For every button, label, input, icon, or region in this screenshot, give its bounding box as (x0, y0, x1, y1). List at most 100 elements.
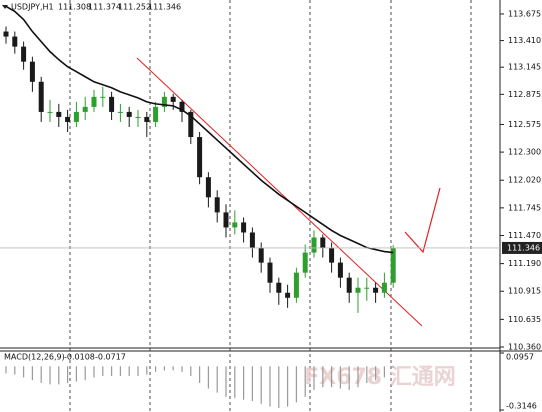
macd-bar (23, 366, 25, 378)
macd-bar (243, 366, 245, 400)
candle-body (232, 222, 238, 228)
macd-bar (84, 366, 86, 381)
candle-body (390, 247, 396, 283)
macd-bar (357, 366, 359, 388)
candle-body (302, 252, 308, 273)
macd-bar (128, 366, 130, 377)
symbol: USDJPY,H1 (11, 3, 54, 12)
y-tick-label: 110.635 (508, 315, 541, 324)
macd-bar (199, 366, 201, 383)
candle-body (381, 282, 387, 293)
macd-bar (216, 366, 218, 393)
macd-bar (392, 366, 394, 368)
candle-body (100, 96, 106, 98)
candle-body (285, 292, 291, 298)
macd-bar (251, 366, 253, 402)
watermark: FX678 汇通网 (304, 365, 456, 390)
candle-body (223, 212, 229, 228)
candle-body (161, 96, 167, 107)
macd-bar (119, 366, 121, 377)
macd-main: -0.0108 (64, 353, 95, 362)
y-tick-label: 111.745 (508, 203, 541, 212)
candle-body (29, 61, 35, 82)
y-tick-label: 112.875 (508, 90, 541, 99)
macd-bar (260, 366, 262, 404)
y-tick-label: 111.190 (508, 259, 541, 268)
candle-body (311, 237, 317, 253)
y-tick-label: 112.300 (508, 148, 541, 157)
macd-bar (146, 366, 148, 375)
macd-bar (304, 366, 306, 397)
y-tick-label: 111.470 (508, 231, 541, 240)
candle-body (38, 81, 44, 112)
macd-signal: -0.0717 (95, 353, 126, 362)
candle-body (364, 287, 370, 289)
macd-bar (93, 366, 95, 378)
macd-bar (383, 366, 385, 378)
macd-bar (172, 366, 174, 371)
quote-value: 111.374 (88, 3, 121, 12)
candle-body (144, 116, 150, 122)
candle-body (91, 96, 97, 107)
macd-bar (31, 366, 33, 381)
candle-body (12, 36, 18, 47)
macd-bar (269, 366, 271, 407)
candle-body (65, 116, 71, 122)
macd-bar (155, 366, 157, 372)
y-tick-label: 113.145 (508, 63, 541, 72)
vertical-grid (69, 0, 472, 412)
macd-bar (102, 366, 104, 377)
candle-body (267, 262, 273, 283)
candle-body (346, 277, 352, 293)
macd-bar (49, 366, 51, 385)
y-tick-label: 110.915 (508, 287, 541, 296)
candle-body (276, 282, 282, 293)
candle-body (293, 272, 299, 298)
candle-body (47, 111, 53, 113)
candle-body (82, 106, 88, 112)
candle-body (320, 237, 326, 248)
y-tick-label: 110.360 (508, 343, 541, 352)
macd-bar (207, 366, 209, 389)
macd-bar (40, 366, 42, 383)
macd-bar (295, 366, 297, 403)
last-price-box (502, 241, 542, 254)
macd-bar (181, 366, 183, 372)
quote-value: 111.308 (58, 3, 91, 12)
macd-y-tick-label: 0.0957 (506, 353, 534, 362)
candle-body (241, 222, 247, 233)
candle-body (205, 177, 211, 198)
macd-bar (375, 366, 377, 381)
y-tick-label: 112.020 (508, 176, 541, 185)
candle-body (214, 197, 220, 213)
macd-bar (58, 366, 60, 385)
candle-body (197, 137, 203, 178)
macd-bar (163, 366, 165, 371)
macd-bar (137, 366, 139, 377)
macd-bar (75, 366, 77, 382)
candle-body (329, 247, 335, 263)
candle-body (179, 101, 185, 112)
macd-bar (348, 366, 350, 390)
candle-body (126, 111, 132, 117)
quote-value: 111.252 (118, 3, 151, 12)
macd-y-tick-label: -0.3146 (506, 402, 537, 411)
macd-label: MACD(12,26,9) (4, 353, 65, 362)
macd-bar (14, 366, 16, 375)
macd-bar (5, 366, 7, 374)
macd-bar (287, 366, 289, 407)
macd-bar (67, 366, 69, 383)
macd-bar (366, 366, 368, 383)
macd-bar (190, 366, 192, 377)
candle-body (153, 106, 159, 122)
candle-body (355, 287, 361, 293)
macd-bar (331, 366, 333, 388)
moving-average (5, 5, 394, 254)
candle-body (249, 232, 255, 248)
macd-bar (339, 366, 341, 389)
candle-body (337, 262, 343, 278)
candle-body (3, 31, 9, 37)
macd-bar (313, 366, 315, 390)
candle-body (109, 96, 115, 112)
candle-body (56, 111, 62, 117)
